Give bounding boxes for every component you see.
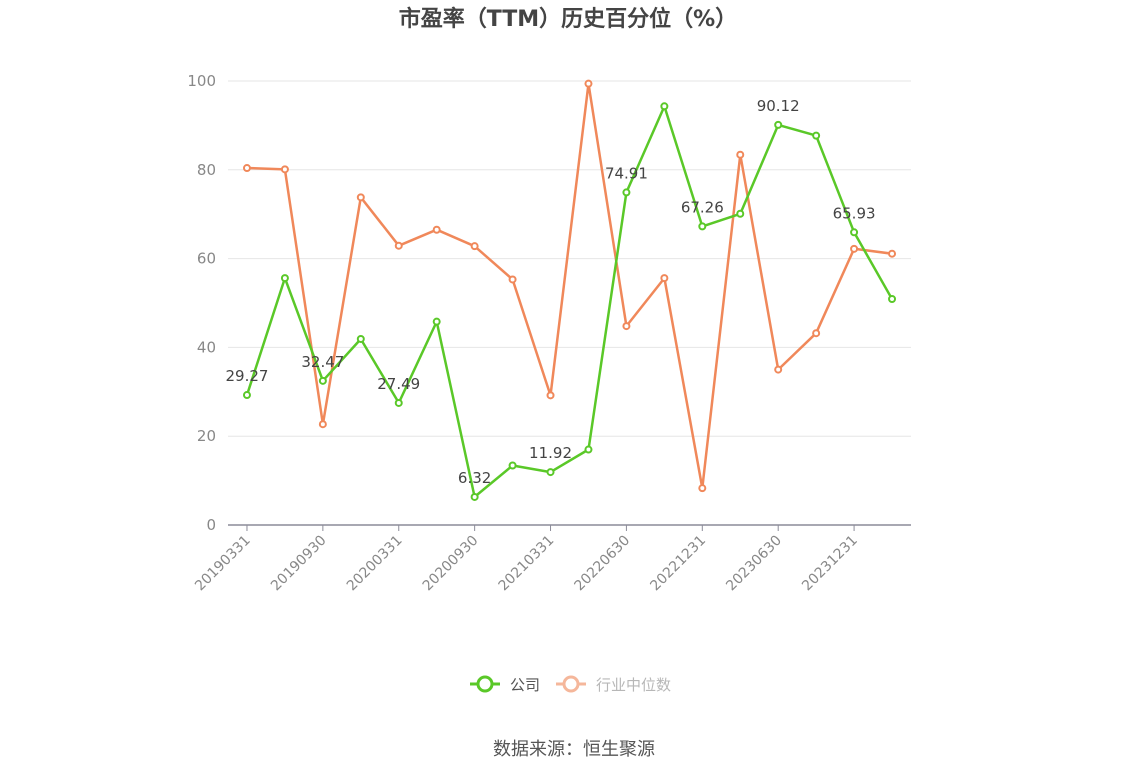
data-point — [432, 225, 441, 234]
y-tick-label: 80 — [197, 161, 216, 179]
data-point — [850, 244, 859, 253]
data-point — [698, 484, 707, 493]
legend-label: 公司 — [510, 676, 540, 694]
legend-item[interactable]: 公司 — [470, 675, 540, 694]
legend-label: 行业中位数 — [596, 676, 671, 694]
data-label: 6.32 — [458, 469, 491, 487]
data-point — [546, 391, 555, 400]
data-point — [850, 228, 859, 237]
data-label: 67.26 — [681, 198, 724, 216]
series-line — [245, 105, 894, 499]
data-label: 65.93 — [833, 204, 876, 222]
data-point — [470, 492, 479, 501]
data-point — [546, 468, 555, 477]
chart-title: 市盈率（TTM）历史百分位（%） — [399, 6, 737, 32]
data-label: 90.12 — [757, 97, 800, 115]
x-axis: 20190331 20190930 20200331 20200930 20210331… — [192, 524, 911, 595]
x-tick-label: 20221231 — [647, 533, 709, 595]
data-label: 32.47 — [301, 353, 344, 371]
data-point — [432, 317, 441, 326]
data-point — [470, 242, 479, 251]
x-tick-label: 20220630 — [572, 533, 634, 595]
data-point — [318, 376, 327, 385]
y-tick-label: 0 — [206, 516, 216, 534]
data-point — [774, 365, 783, 374]
data-point — [508, 461, 517, 470]
y-axis: 0 20 40 60 80 100 — [187, 72, 216, 534]
data-point — [622, 188, 631, 197]
legend[interactable]: 公司 行业中位数 — [470, 675, 671, 694]
data-point — [508, 275, 517, 284]
x-tick-label: 20200331 — [344, 533, 406, 595]
data-label: 27.49 — [377, 375, 420, 393]
data-point — [394, 398, 403, 407]
y-tick-label: 100 — [187, 72, 216, 90]
data-point — [622, 322, 631, 331]
x-tick-label: 20200930 — [420, 533, 482, 595]
y-tick-label: 20 — [197, 427, 216, 445]
source-note: 数据来源：恒生聚源 — [493, 739, 655, 760]
data-point — [356, 334, 365, 343]
data-point — [584, 445, 593, 454]
x-tick-label: 20190930 — [268, 533, 330, 595]
y-tick-label: 40 — [197, 338, 216, 356]
legend-marker — [562, 675, 580, 693]
x-tick-label: 20210331 — [496, 533, 558, 595]
data-point — [736, 150, 745, 159]
x-tick-label: 20231231 — [799, 533, 861, 595]
data-point — [888, 249, 897, 258]
data-point — [660, 274, 669, 283]
data-point — [318, 420, 327, 429]
data-labels: 29.27 32.47 27.49 6.32 11.92 74.91 67.26 90.12 6… — [225, 97, 875, 487]
data-point — [584, 79, 593, 88]
data-label: 11.92 — [529, 444, 572, 462]
data-point — [242, 391, 251, 400]
legend-item[interactable]: 行业中位数 — [556, 675, 671, 694]
data-point — [774, 120, 783, 129]
data-point — [356, 193, 365, 202]
series-layer — [242, 79, 897, 501]
data-point — [736, 209, 745, 218]
data-point — [280, 165, 289, 174]
grid-lines — [228, 80, 911, 437]
x-tick-label: 20190331 — [192, 533, 254, 595]
data-point — [660, 102, 669, 111]
data-point — [888, 295, 897, 304]
data-point — [280, 274, 289, 283]
data-point — [812, 131, 821, 140]
x-tick-label: 20230630 — [723, 533, 785, 595]
legend-marker — [476, 675, 494, 693]
data-label: 74.91 — [605, 164, 648, 182]
series-line — [246, 82, 893, 490]
data-point — [394, 241, 403, 250]
data-point — [698, 222, 707, 231]
data-label: 29.27 — [225, 367, 268, 385]
data-point — [812, 329, 821, 338]
data-point — [242, 164, 251, 173]
y-tick-label: 60 — [197, 250, 216, 268]
